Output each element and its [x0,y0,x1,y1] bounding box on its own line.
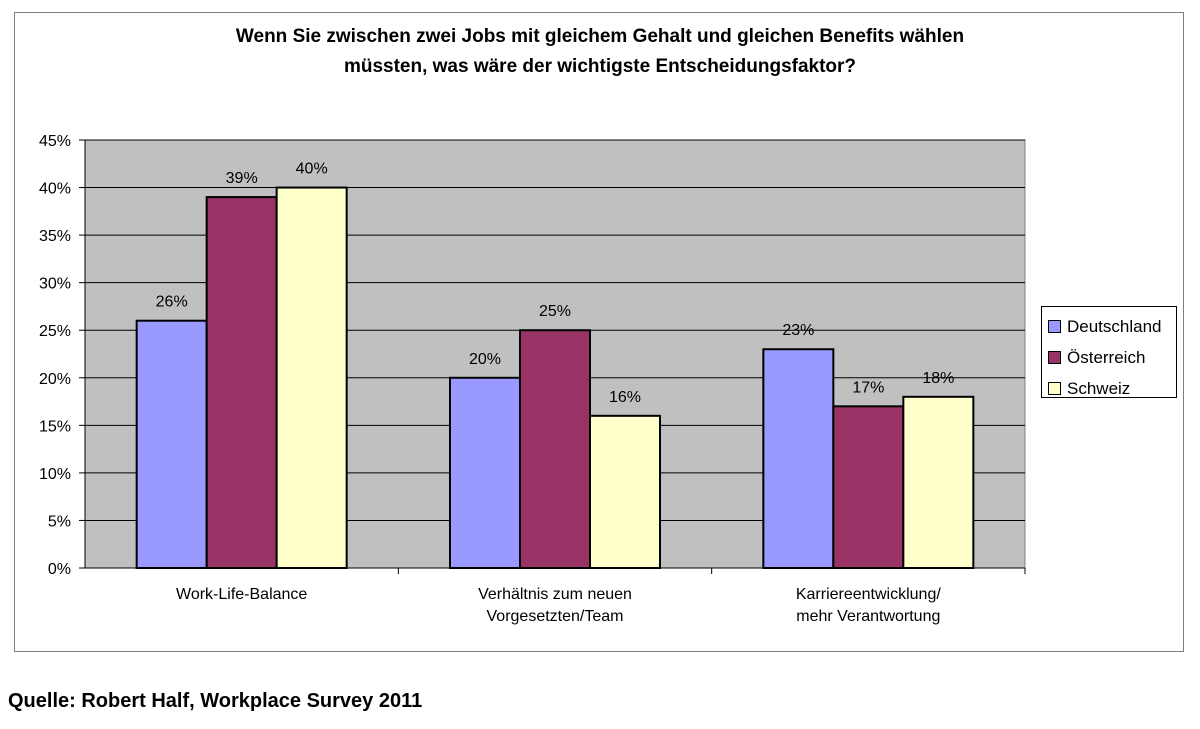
y-tick-label: 20% [39,371,71,388]
legend-swatch [1048,320,1061,333]
data-label: 23% [782,322,814,339]
y-tick-label: 10% [39,466,71,483]
y-tick-label: 25% [39,323,71,340]
bar-deutschland [762,348,835,569]
data-label: 26% [156,294,188,311]
bar-österreich [832,405,905,569]
legend-item: Deutschland [1048,311,1176,342]
data-label: 39% [226,170,258,187]
y-tick-label: 30% [39,276,71,293]
legend: Deutschland Österreich Schweiz [1041,306,1177,398]
category-label: Work-Life-Balance [176,586,308,603]
source-note: Quelle: Robert Half, Workplace Survey 20… [8,690,423,712]
legend-swatch [1048,351,1061,364]
y-tick-label: 35% [39,228,71,245]
legend-label: Schweiz [1067,378,1131,398]
bar-österreich [205,196,278,569]
bar-deutschland [449,376,521,569]
bar-schweiz [589,414,661,570]
y-tick-label: 15% [39,418,71,435]
chart-title: Wenn Sie zwischen zwei Jobs mit gleichem… [235,26,965,77]
bar-schweiz [902,395,975,569]
data-label: 17% [852,379,884,396]
data-label: 25% [539,303,571,320]
legend-item: Österreich [1048,342,1176,373]
legend-swatch [1048,382,1061,395]
legend-label: Deutschland [1067,316,1162,336]
y-tick-label: 0% [48,561,71,578]
y-tick-label: 5% [48,513,71,530]
y-tick-label: 40% [39,181,71,198]
legend-item: Schweiz [1048,373,1176,404]
bar-deutschland [135,319,208,570]
legend-label: Österreich [1067,347,1146,367]
y-tick-label: 45% [39,133,71,150]
data-label: 40% [296,161,328,178]
data-label: 20% [469,351,501,368]
bar-schweiz [275,186,348,570]
category-label: Verhältnis zum neuen Vorgesetzten/Team [478,586,632,625]
data-label: 16% [609,389,641,406]
bar-österreich [519,329,591,569]
data-label: 18% [922,370,954,387]
category-label: Karriereentwicklung/ mehr Verantwortung [795,586,941,625]
